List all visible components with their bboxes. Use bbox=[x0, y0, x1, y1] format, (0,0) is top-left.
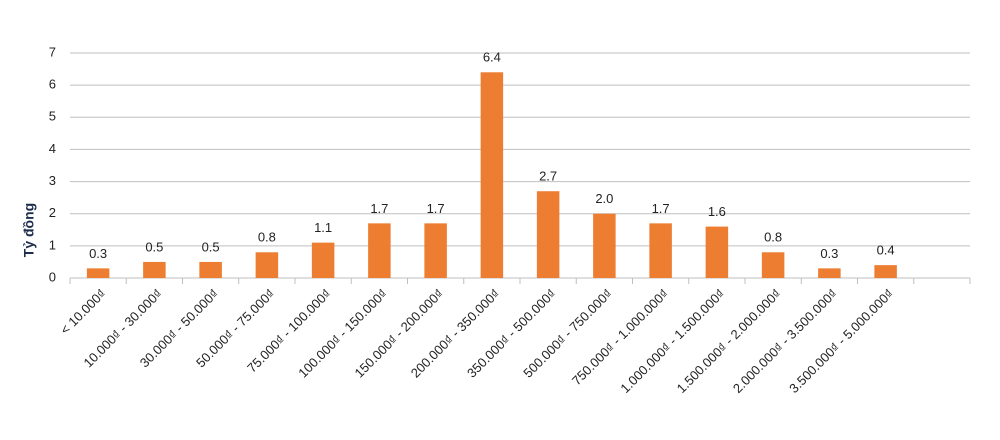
bar bbox=[593, 213, 616, 278]
x-tick-label: 2.000.000₫ - 3.500.000₫ bbox=[730, 286, 840, 396]
bar bbox=[761, 252, 785, 278]
y-tick-label: 7 bbox=[49, 44, 56, 59]
bar bbox=[311, 242, 335, 278]
bar bbox=[649, 223, 672, 278]
bar bbox=[86, 268, 110, 278]
value-label: 0.8 bbox=[764, 230, 782, 245]
bar bbox=[536, 191, 560, 278]
bar bbox=[368, 223, 391, 278]
bar bbox=[199, 261, 222, 278]
y-tick-label: 1 bbox=[49, 237, 56, 252]
bar bbox=[255, 252, 279, 278]
value-label: 0.5 bbox=[202, 239, 220, 254]
value-label: 2.7 bbox=[539, 169, 557, 184]
x-tick-label: < 10.000₫ bbox=[57, 286, 108, 337]
bar bbox=[705, 226, 729, 278]
x-tick-label: 1.000.000₫ - 1.500.000₫ bbox=[617, 286, 727, 396]
y-axis-label: Tỷ đồng bbox=[21, 203, 37, 257]
y-tick-label: 2 bbox=[49, 205, 56, 220]
value-label: 6.4 bbox=[483, 50, 501, 65]
y-tick-label: 4 bbox=[49, 141, 56, 156]
bar bbox=[874, 265, 897, 278]
value-label: 0.3 bbox=[820, 246, 838, 261]
value-label: 2.0 bbox=[595, 191, 613, 206]
bar bbox=[818, 268, 841, 278]
value-label: 1.6 bbox=[708, 204, 726, 219]
value-label: 0.4 bbox=[877, 243, 895, 258]
y-tick-label: 3 bbox=[49, 173, 56, 188]
value-label: 1.1 bbox=[314, 220, 332, 235]
y-tick-label: 5 bbox=[49, 109, 56, 124]
bar bbox=[480, 72, 504, 279]
y-tick-label: 6 bbox=[49, 77, 56, 92]
x-tick-label: 750.000₫ - 1.000.000₫ bbox=[569, 286, 671, 388]
value-label: 1.7 bbox=[370, 201, 388, 216]
bar bbox=[424, 223, 447, 278]
bar bbox=[143, 261, 166, 278]
value-label: 1.7 bbox=[652, 201, 670, 216]
x-tick-label: 1.500.000₫ - 2.000.000₫ bbox=[674, 286, 784, 396]
x-tick-label: 3.500.000₫ - 5.000.000₫ bbox=[786, 286, 896, 396]
value-label: 0.8 bbox=[258, 230, 276, 245]
value-label: 0.5 bbox=[145, 239, 163, 254]
y-tick-label: 0 bbox=[49, 269, 56, 284]
value-label: 1.7 bbox=[427, 201, 445, 216]
value-label: 0.3 bbox=[89, 246, 107, 261]
